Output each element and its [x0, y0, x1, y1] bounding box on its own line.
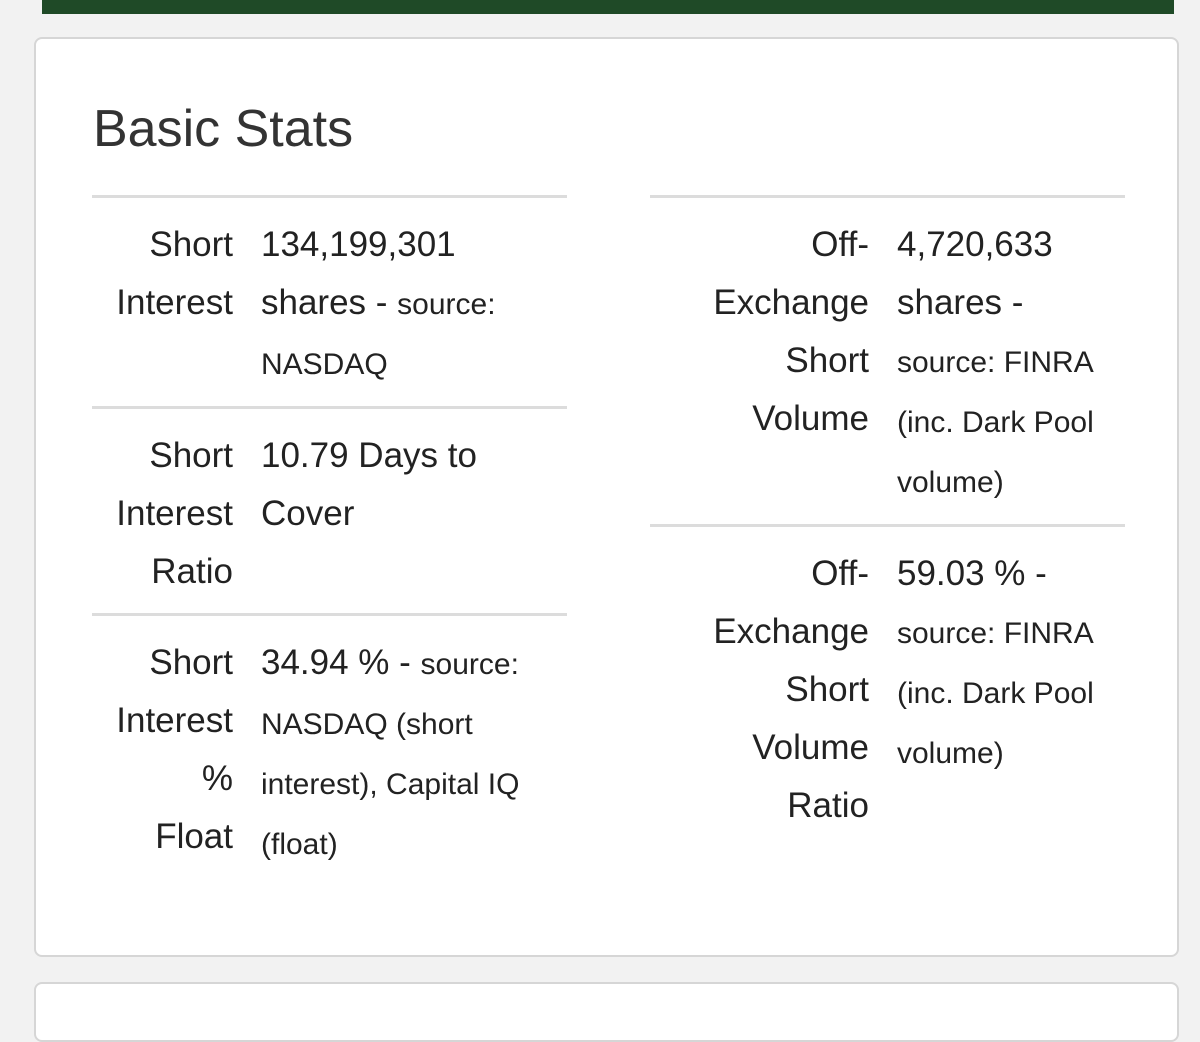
stat-label: Short Interest Ratio	[116, 436, 233, 591]
stats-column-left: Short Interest 134,199,301 shares - sour…	[92, 195, 567, 886]
stat-value: 4,720,633 shares - source: FINRA (inc. D…	[881, 216, 1125, 512]
stat-value-source: source: FINRA (inc. Dark Pool volume)	[897, 617, 1094, 770]
stat-value: 59.03 % - source: FINRA (inc. Dark Pool …	[881, 545, 1125, 835]
stat-value-main: 10.79 Days to Cover	[261, 436, 477, 533]
stat-value-source: source: NASDAQ (short interest), Capital…	[261, 648, 520, 861]
stat-label: Short Interest	[116, 225, 233, 322]
stat-value-main: 34.94 % -	[261, 643, 421, 682]
stat-label: Short Interest % Float	[116, 643, 233, 856]
stat-row: Off- Exchange Short Volume 4,720,633 sha…	[650, 195, 1125, 524]
stat-row: Short Interest 134,199,301 shares - sour…	[92, 195, 567, 406]
basic-stats-card: Basic Stats Short Interest 134,199,301 s…	[34, 37, 1179, 957]
stat-row: Short Interest % Float 34.94 % - source:…	[92, 613, 567, 886]
stat-value-source: source: NASDAQ	[261, 288, 496, 381]
stat-value: 134,199,301 shares - source: NASDAQ	[245, 216, 567, 394]
card-title: Basic Stats	[93, 100, 354, 158]
stat-value-main: 59.03 % -	[897, 554, 1047, 593]
stat-row: Off- Exchange Short Volume Ratio 59.03 %…	[650, 524, 1125, 847]
stat-value: 10.79 Days to Cover	[245, 427, 567, 601]
next-card	[34, 982, 1179, 1042]
stat-row: Short Interest Ratio 10.79 Days to Cover	[92, 406, 567, 613]
stat-value-source: source: FINRA (inc. Dark Pool volume)	[897, 346, 1094, 499]
stat-value-main: 134,199,301 shares -	[261, 225, 456, 322]
header-accent-bar	[42, 0, 1174, 14]
stat-value-main: 4,720,633 shares -	[897, 225, 1053, 322]
stat-label: Off- Exchange Short Volume	[713, 225, 869, 438]
stat-label: Off- Exchange Short Volume Ratio	[713, 554, 869, 825]
stat-value: 34.94 % - source: NASDAQ (short interest…	[245, 634, 567, 874]
stats-column-right: Off- Exchange Short Volume 4,720,633 sha…	[650, 195, 1125, 847]
